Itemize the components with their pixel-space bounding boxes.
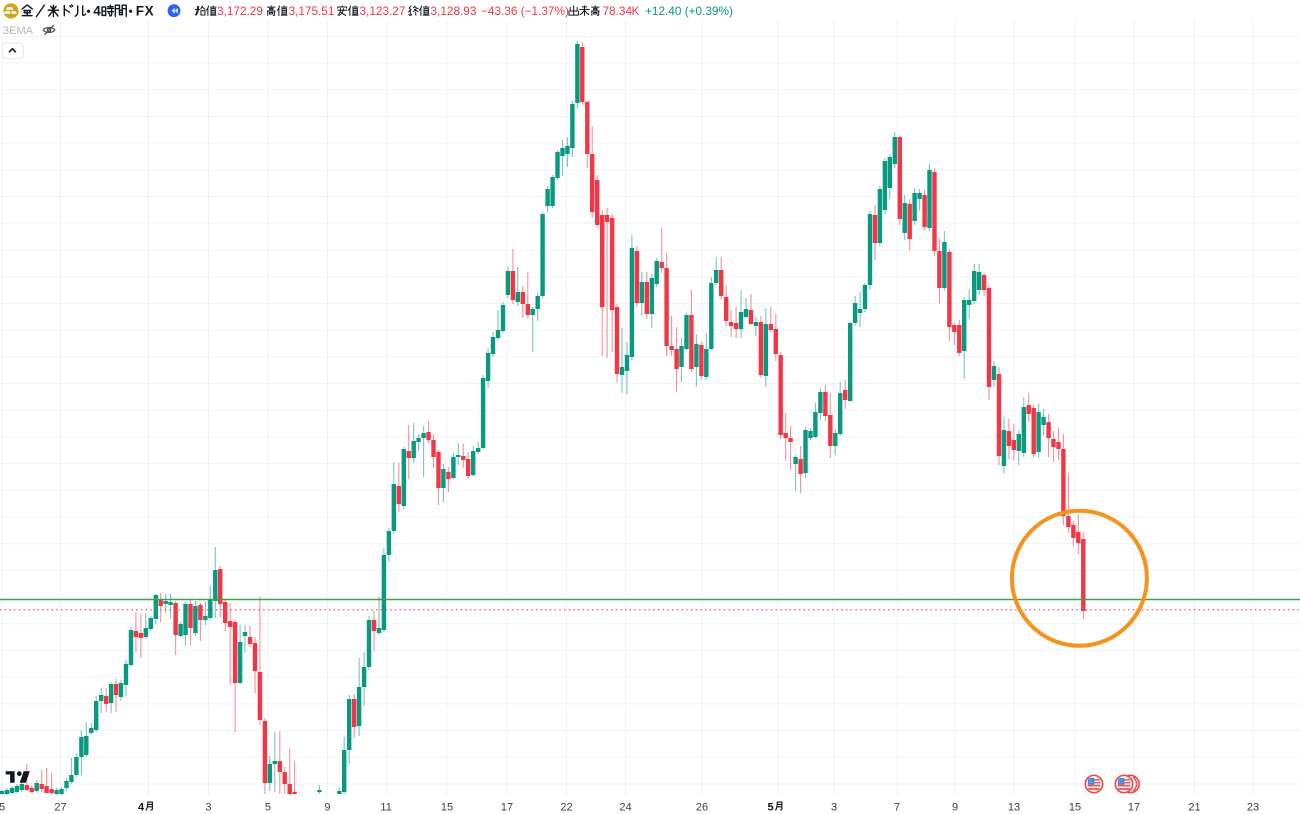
svg-text:4: 4 [93, 3, 101, 18]
svg-text:26: 26 [696, 802, 708, 814]
svg-text:FX: FX [136, 3, 154, 18]
svg-text:7: 7 [894, 802, 900, 814]
svg-text:3: 3 [205, 802, 211, 814]
svg-text:5: 5 [768, 802, 774, 814]
svg-text:3EMA: 3EMA [3, 25, 34, 37]
svg-text:5: 5 [265, 802, 271, 814]
svg-text:13: 13 [1008, 802, 1020, 814]
svg-text:22: 22 [560, 802, 572, 814]
svg-text:17: 17 [501, 802, 513, 814]
svg-text:15: 15 [441, 802, 453, 814]
svg-text:−43.36 (−1.37%): −43.36 (−1.37%) [481, 4, 569, 18]
svg-text:3,123.27: 3,123.27 [360, 4, 406, 18]
svg-text:27: 27 [54, 802, 66, 814]
svg-text:+12.40 (+0.39%): +12.40 (+0.39%) [645, 4, 733, 18]
svg-text:3,172.29: 3,172.29 [217, 4, 263, 18]
svg-text:21: 21 [1188, 802, 1200, 814]
svg-text:3,175.51: 3,175.51 [289, 4, 335, 18]
svg-text:23: 23 [1247, 802, 1259, 814]
svg-text:9: 9 [952, 802, 958, 814]
svg-text:15: 15 [1069, 802, 1081, 814]
svg-text:4: 4 [138, 802, 145, 814]
svg-text:K: K [632, 4, 640, 18]
svg-text:3: 3 [831, 802, 837, 814]
svg-text:11: 11 [380, 802, 391, 814]
svg-text:24: 24 [619, 802, 631, 814]
svg-text:9: 9 [324, 802, 330, 814]
svg-text:3,128.93: 3,128.93 [431, 4, 477, 18]
svg-text:5: 5 [0, 802, 5, 814]
svg-text:17: 17 [1128, 802, 1140, 814]
svg-text:78.34: 78.34 [603, 4, 633, 18]
